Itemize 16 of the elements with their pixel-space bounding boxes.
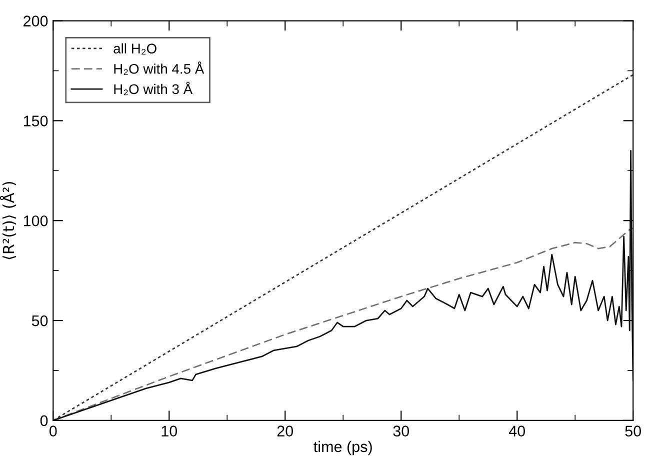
y-tick-label: 50 <box>32 315 48 326</box>
x-tick-label: 50 <box>625 426 641 437</box>
y-tick-label: 100 <box>24 215 48 226</box>
legend-label: H₂O with 3 Å <box>114 82 193 96</box>
x-tick-label: 30 <box>393 426 410 437</box>
y-axis-title: ⟨R²(t)⟩ (Å²) <box>0 182 16 260</box>
x-tick-label: 0 <box>49 426 57 437</box>
y-tick-label: 0 <box>40 415 48 426</box>
x-tick-label: 40 <box>508 426 526 437</box>
legend-label: H₂O with 4.5 Å <box>114 61 204 75</box>
y-tick-label: 150 <box>24 116 48 126</box>
y-tick-label: 200 <box>24 16 48 26</box>
x-tick-label: 10 <box>162 426 178 437</box>
legend-label: all H₂O <box>114 43 156 55</box>
x-axis-title: time (ps) <box>314 440 372 456</box>
x-tick-label: 20 <box>277 426 294 437</box>
